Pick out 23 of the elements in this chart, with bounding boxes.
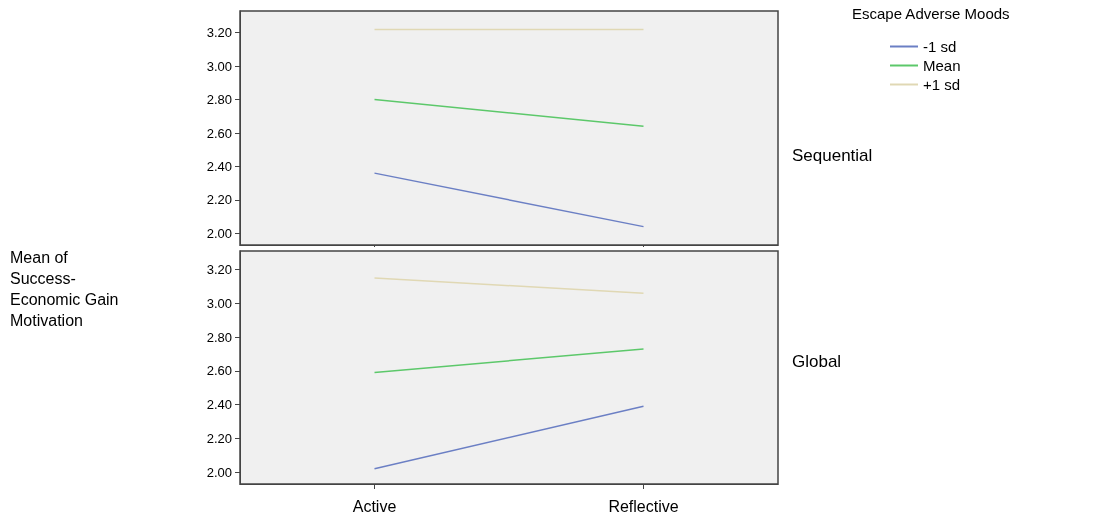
y-tick-label: 3.20 xyxy=(206,25,232,41)
y-tick-label: 3.00 xyxy=(206,58,232,74)
y-tick-label: 3.20 xyxy=(206,262,232,278)
text: Sequential xyxy=(792,146,873,165)
y-tick-label: 2.20 xyxy=(206,192,232,208)
legend-title: Escape Adverse Moods xyxy=(852,5,1010,22)
legend-label: +1 sd xyxy=(923,76,961,93)
y-tick-label: 2.80 xyxy=(206,92,232,108)
y-tick-label: 2.20 xyxy=(206,430,232,446)
text: Global xyxy=(792,352,842,371)
y-tick-label: 2.40 xyxy=(206,158,232,174)
y-axis-title: Mean of Success-Economic Gain Motivation xyxy=(10,249,119,329)
y-tick-label: 3.00 xyxy=(206,295,232,311)
y-tick-label: 2.60 xyxy=(206,125,232,141)
y-tick-label: 2.60 xyxy=(206,363,232,379)
x-tick-label: Reflective xyxy=(608,497,679,515)
y-tick-label: 2.00 xyxy=(206,225,232,241)
y-tick-label: 2.80 xyxy=(206,329,232,345)
y-tick-label: 2.00 xyxy=(206,464,232,480)
legend-label: Mean xyxy=(923,57,961,74)
y-tick-label: 2.40 xyxy=(206,397,232,413)
x-tick-label: Active xyxy=(352,497,397,515)
legend-label: -1 sd xyxy=(923,38,957,55)
